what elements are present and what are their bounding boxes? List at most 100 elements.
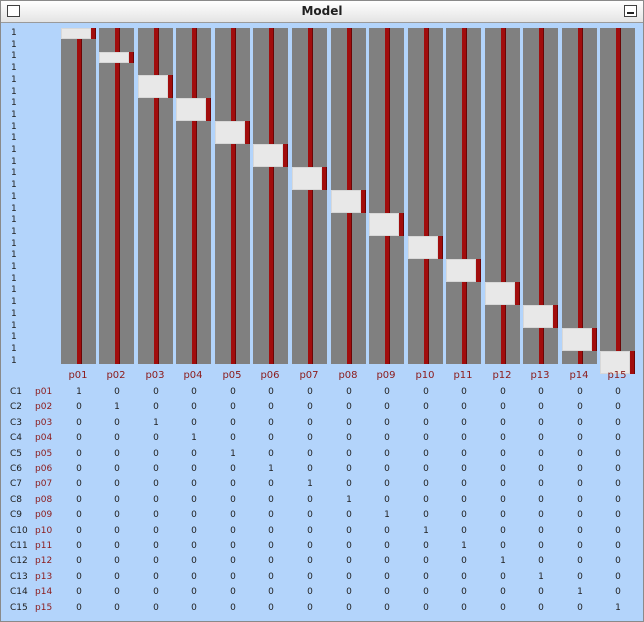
- table-cell: 0: [384, 479, 390, 490]
- table-cell: 0: [423, 387, 429, 397]
- table-cell: 0: [615, 417, 621, 428]
- column-header-p10[interactable]: p10: [415, 370, 435, 381]
- table-cell: 0: [384, 433, 390, 444]
- column-header-p11[interactable]: p11: [453, 370, 473, 381]
- table-cell: 0: [615, 433, 621, 444]
- table-cell: 0: [461, 556, 467, 567]
- table-cell: 0: [268, 387, 274, 397]
- row-id: C3: [10, 417, 23, 428]
- column-header-p02[interactable]: p02: [106, 370, 126, 381]
- table-cell: 0: [230, 571, 236, 582]
- table-cell: 0: [76, 510, 82, 521]
- column-red-line: [501, 28, 505, 364]
- table-cell: 0: [461, 525, 467, 536]
- table-cell: 0: [230, 433, 236, 444]
- row-name[interactable]: p07: [35, 479, 53, 490]
- table-cell: 0: [153, 510, 159, 521]
- table-cell: 0: [500, 602, 506, 613]
- column-header-p14[interactable]: p14: [569, 370, 589, 381]
- table-cell: 0: [76, 417, 82, 428]
- row-name[interactable]: p02: [35, 402, 53, 413]
- row-name[interactable]: p11: [35, 541, 53, 551]
- top-row-label: 1: [11, 250, 17, 261]
- table-cell: 0: [114, 602, 120, 613]
- table-cell: 0: [191, 556, 197, 567]
- table-cell: 1: [114, 402, 120, 413]
- row-name[interactable]: p09: [35, 510, 53, 521]
- column-header-p01[interactable]: p01: [68, 370, 88, 381]
- table-cell: 0: [153, 448, 159, 459]
- title-bar[interactable]: Model: [1, 1, 643, 23]
- table-cell: 0: [384, 464, 390, 474]
- table-cell: 0: [191, 602, 197, 613]
- minimize-icon[interactable]: [624, 5, 637, 17]
- table-cell: 0: [500, 448, 506, 459]
- table-cell: 0: [153, 571, 159, 582]
- table-cell: 0: [615, 387, 621, 397]
- table-cell: 0: [114, 587, 120, 598]
- row-name[interactable]: p12: [35, 556, 53, 567]
- top-row-label: 1: [11, 145, 17, 155]
- column-header-p07[interactable]: p07: [299, 370, 319, 381]
- column-header-p13[interactable]: p13: [530, 370, 550, 381]
- row-name[interactable]: p01: [35, 387, 53, 397]
- table-cell: 0: [461, 464, 467, 474]
- column-header-p15[interactable]: p15: [607, 370, 627, 381]
- table-cell: 0: [461, 587, 467, 598]
- row-name[interactable]: p13: [35, 571, 53, 582]
- row-name[interactable]: p10: [35, 525, 53, 536]
- table-cell: 0: [461, 479, 467, 490]
- table-cell: 0: [76, 556, 82, 567]
- table-cell: 0: [577, 448, 583, 459]
- row-name[interactable]: p08: [35, 494, 53, 505]
- top-row-label: 1: [11, 133, 17, 144]
- window-menu-icon[interactable]: [7, 5, 20, 17]
- row-name[interactable]: p14: [35, 587, 53, 598]
- table-cell: 0: [500, 417, 506, 428]
- column-red-line: [154, 28, 158, 364]
- table-cell: 0: [307, 602, 313, 613]
- table-cell: 0: [268, 479, 274, 490]
- column-header-p08[interactable]: p08: [338, 370, 358, 381]
- row-name[interactable]: p05: [35, 448, 53, 459]
- column-header-p09[interactable]: p09: [376, 370, 396, 381]
- diagonal-edge: [630, 351, 634, 374]
- column-header-p04[interactable]: p04: [183, 370, 203, 381]
- table-cell: 0: [577, 433, 583, 444]
- table-cell: 0: [346, 433, 352, 444]
- table-cell: 0: [461, 402, 467, 413]
- table-cell: 0: [500, 402, 506, 413]
- table-cell: 0: [114, 479, 120, 490]
- column-header-p06[interactable]: p06: [260, 370, 280, 381]
- table-cell: 0: [153, 602, 159, 613]
- table-cell: 0: [538, 433, 544, 444]
- table-cell: 0: [191, 510, 197, 521]
- row-name[interactable]: p04: [35, 433, 53, 444]
- table-cell: 0: [307, 387, 313, 397]
- row-name[interactable]: p06: [35, 464, 53, 474]
- table-cell: 0: [384, 571, 390, 582]
- diagonal-edge: [322, 167, 326, 190]
- diagonal-edge: [245, 121, 249, 144]
- table-cell: 0: [577, 464, 583, 474]
- table-cell: 0: [268, 433, 274, 444]
- table-cell: 0: [153, 494, 159, 505]
- table-cell: 0: [461, 433, 467, 444]
- table-cell: 0: [153, 387, 159, 397]
- top-row-label: 1: [11, 332, 17, 343]
- top-row-label: 1: [11, 308, 17, 319]
- table-cell: 0: [461, 494, 467, 505]
- table-cell: 0: [423, 571, 429, 582]
- table-cell: 0: [615, 556, 621, 567]
- table-cell: 0: [346, 448, 352, 459]
- diagonal-cell-p10: [408, 236, 438, 259]
- column-header-p03[interactable]: p03: [145, 370, 165, 381]
- column-header-p05[interactable]: p05: [222, 370, 242, 381]
- row-name[interactable]: p15: [35, 602, 53, 613]
- column-header-p12[interactable]: p12: [492, 370, 512, 381]
- diagonal-edge: [91, 28, 95, 39]
- table-cell: 0: [191, 464, 197, 474]
- table-cell: 0: [346, 387, 352, 397]
- row-name[interactable]: p03: [35, 417, 53, 428]
- table-cell: 0: [76, 602, 82, 613]
